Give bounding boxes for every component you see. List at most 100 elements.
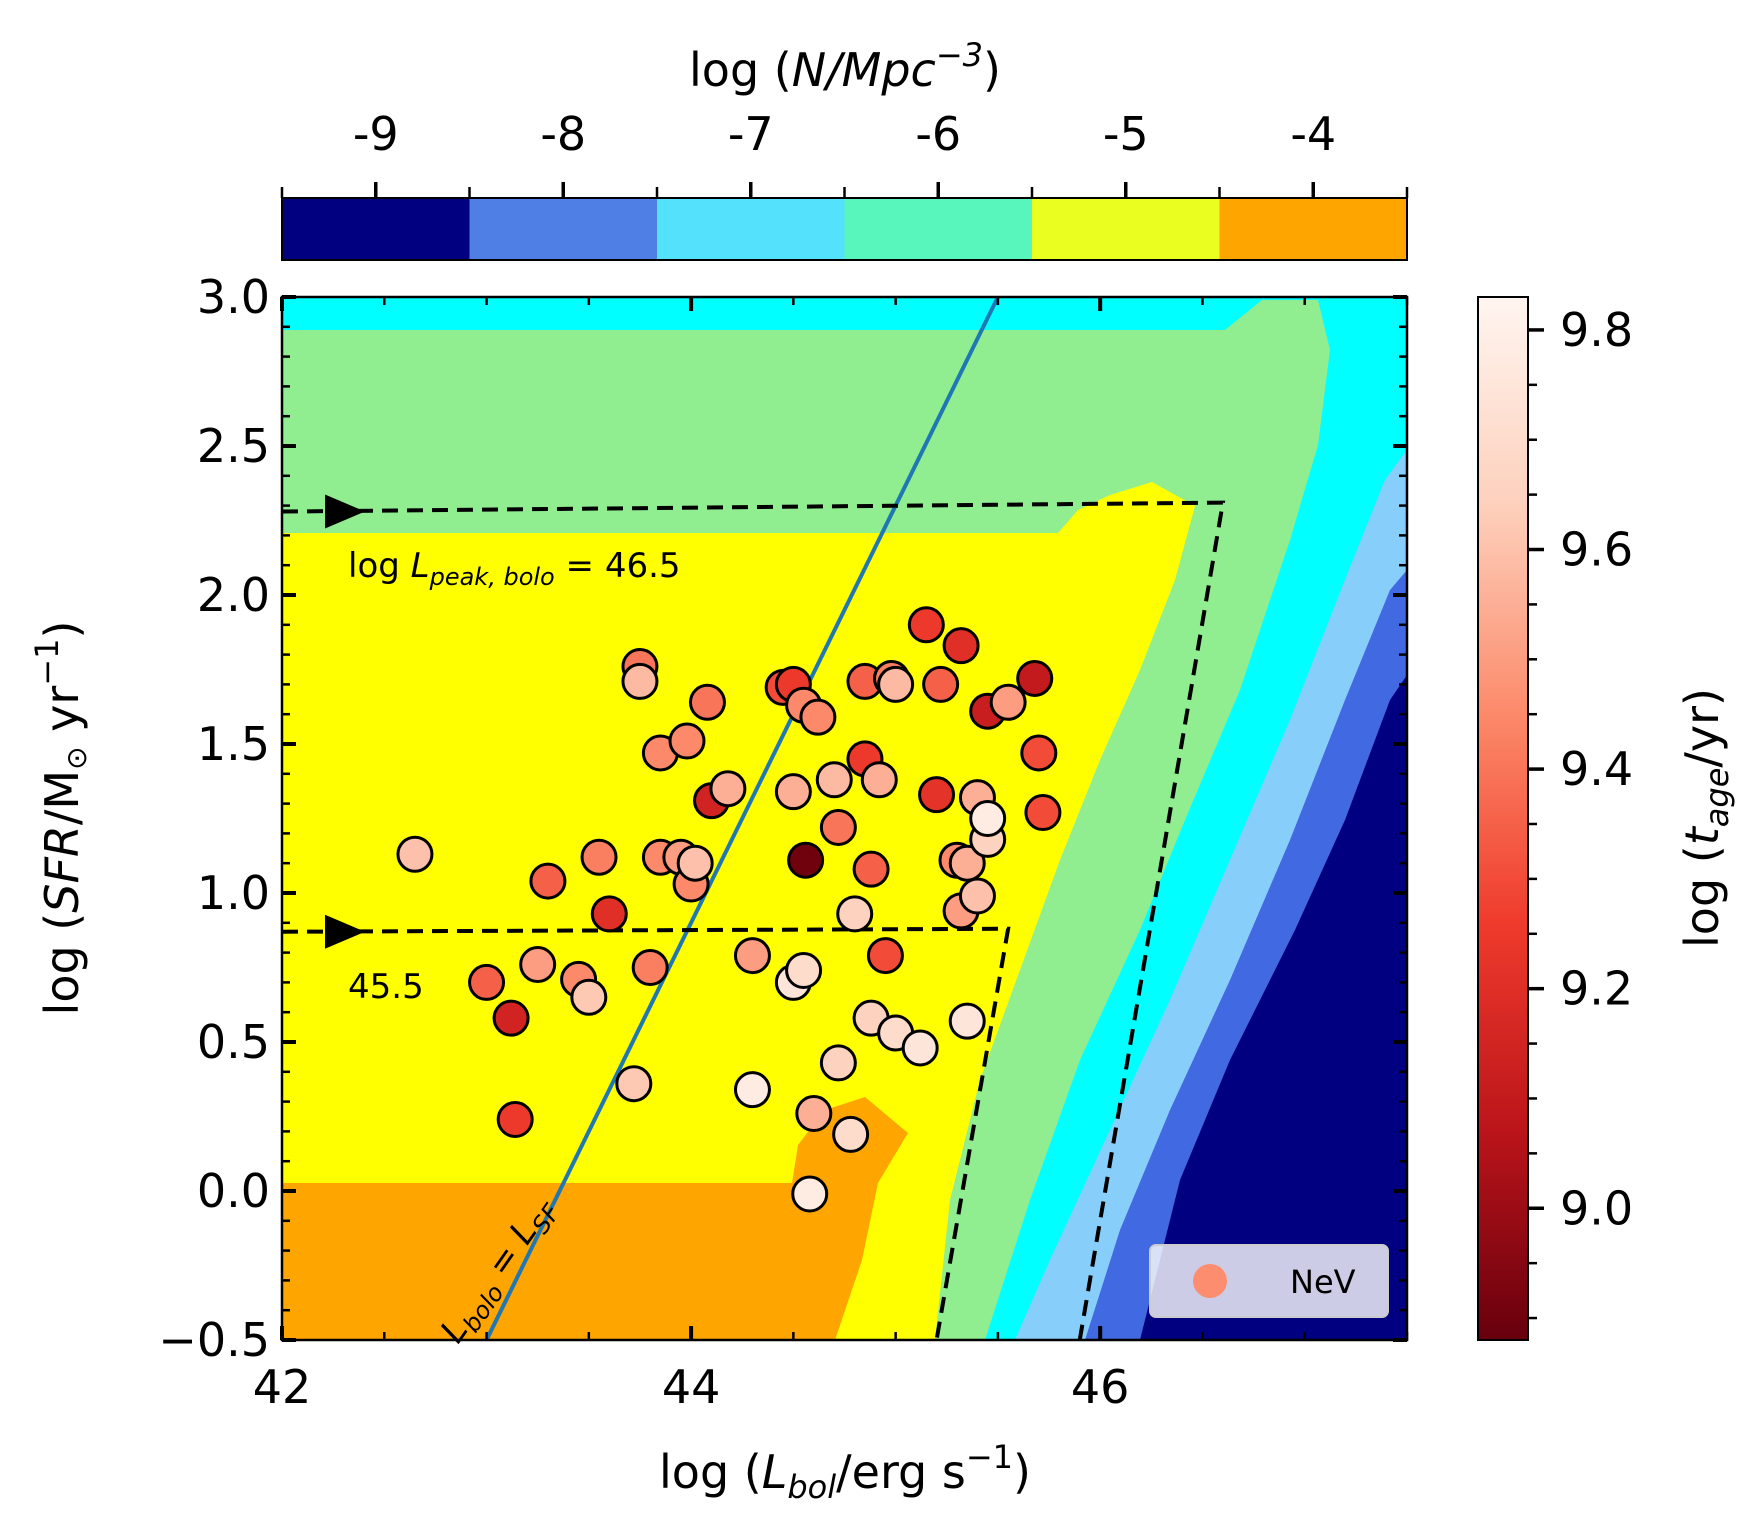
y-tick-label: 3.0 bbox=[197, 270, 270, 324]
x-axis-label: log (Lbol/erg s−1) bbox=[659, 1438, 1031, 1506]
density-colorbar-bin bbox=[1032, 198, 1220, 260]
nev-point-3 bbox=[496, 1100, 534, 1138]
x-tick-label: 42 bbox=[253, 1360, 312, 1414]
legend-box bbox=[1149, 1244, 1389, 1318]
nev-point-39 bbox=[836, 895, 874, 933]
peak-line-arrow-0 bbox=[325, 494, 365, 529]
nev-point-36 bbox=[819, 808, 857, 846]
nev-point-47 bbox=[877, 665, 915, 703]
peak-line-label-46-5: log Lpeak, bolo = 46.5 bbox=[348, 546, 681, 591]
nev-point-42 bbox=[852, 850, 890, 888]
x-tick-label: 44 bbox=[662, 1360, 721, 1414]
nev-point-50 bbox=[907, 606, 945, 644]
nev-point-22 bbox=[709, 770, 747, 808]
nev-point-57 bbox=[948, 1002, 986, 1040]
age-colorbar-tick-label: 9.6 bbox=[1560, 523, 1633, 577]
legend-label: NeV bbox=[1290, 1263, 1356, 1301]
peak-line-1 bbox=[281, 926, 1011, 1341]
density-colorbar-tick-label: -7 bbox=[728, 107, 774, 161]
nev-point-64 bbox=[1016, 659, 1054, 697]
nev-point-5 bbox=[529, 862, 567, 900]
nev-point-56 bbox=[948, 844, 986, 882]
density-colorbar-ticks: -9 -8 -7 -6 -5 -4 bbox=[280, 107, 1409, 198]
nev-point-2 bbox=[492, 999, 530, 1037]
y-tick-labels: −0.5 0.0 0.5 1.0 1.5 2.0 2.5 3.0 bbox=[158, 270, 270, 1367]
nev-point-23 bbox=[733, 937, 771, 975]
peak-line-label-45-5: 45.5 bbox=[348, 967, 424, 1007]
nev-point-31 bbox=[787, 841, 825, 879]
age-colorbar-tick-label: 9.8 bbox=[1560, 303, 1633, 357]
age-colorbar-label: log (tage/yr) bbox=[1675, 688, 1736, 948]
contour-orange bbox=[282, 1097, 908, 1340]
density-colorbar-tick-label: -8 bbox=[540, 107, 586, 161]
density-colorbar-bin bbox=[1219, 198, 1408, 260]
nev-point-0 bbox=[396, 835, 434, 873]
nev-point-17 bbox=[668, 722, 706, 760]
density-colorbar-tick-label: -6 bbox=[915, 107, 961, 161]
y-tick-label: 2.5 bbox=[197, 419, 270, 473]
y-tick-label: 0.0 bbox=[197, 1164, 270, 1218]
nev-point-38 bbox=[832, 1115, 870, 1153]
nev-point-55 bbox=[942, 627, 980, 665]
nev-point-20 bbox=[688, 683, 726, 721]
y-tick-label: 2.0 bbox=[197, 568, 270, 622]
legend: NeV bbox=[1149, 1244, 1389, 1318]
density-colorbar-bin bbox=[282, 198, 470, 260]
nev-point-12 bbox=[615, 1065, 653, 1103]
density-colorbar-tick-label: -5 bbox=[1103, 107, 1149, 161]
density-colorbar-bin bbox=[469, 198, 658, 260]
nev-point-11 bbox=[621, 662, 659, 700]
x-tick-label: 46 bbox=[1071, 1360, 1130, 1414]
nev-point-33 bbox=[795, 1095, 833, 1133]
nev-point-66 bbox=[1024, 794, 1062, 832]
nev-point-34 bbox=[799, 698, 837, 736]
axis-ticks bbox=[280, 295, 1409, 1342]
y-tick-label: 0.5 bbox=[197, 1015, 270, 1069]
peak-line-0 bbox=[281, 500, 1226, 1341]
nev-point-45 bbox=[866, 937, 904, 975]
nev-point-13 bbox=[631, 949, 669, 986]
nev-point-35 bbox=[815, 761, 853, 799]
nev-point-30 bbox=[785, 951, 823, 989]
peak-lines bbox=[281, 494, 1226, 1341]
y-tick-label: 1.5 bbox=[197, 717, 270, 771]
age-colorbar-tick-label: 9.4 bbox=[1560, 742, 1633, 796]
density-colorbar-label: log (N/Mpc−3) bbox=[689, 36, 1001, 97]
nev-point-19 bbox=[676, 844, 714, 882]
age-colorbar bbox=[1477, 296, 1529, 1341]
density-colorbar-bin bbox=[844, 198, 1033, 260]
legend-marker bbox=[1193, 1264, 1227, 1298]
lbolo-eq-lsf-line bbox=[484, 297, 1000, 1340]
peak-line-arrow-1 bbox=[325, 914, 365, 949]
nev-point-27 bbox=[774, 773, 812, 811]
nev-point-37 bbox=[819, 1044, 857, 1082]
nev-scatter-points bbox=[396, 606, 1062, 1213]
nev-point-24 bbox=[733, 1071, 771, 1109]
nev-point-1 bbox=[468, 963, 506, 1001]
nev-point-63 bbox=[989, 683, 1027, 721]
y-axis-label: log (SFR/M⊙ yr−1) bbox=[28, 621, 93, 1016]
nev-point-32 bbox=[791, 1175, 829, 1213]
nev-point-52 bbox=[922, 665, 960, 703]
nev-point-65 bbox=[1020, 734, 1058, 772]
nev-point-44 bbox=[860, 761, 898, 799]
y-tick-label: −0.5 bbox=[158, 1313, 270, 1367]
y-tick-label: 1.0 bbox=[197, 866, 270, 920]
nev-point-49 bbox=[901, 1029, 939, 1067]
density-colorbar-tick-label: -4 bbox=[1290, 107, 1336, 161]
nev-point-4 bbox=[519, 946, 557, 984]
density-colorbar-bin bbox=[657, 198, 845, 260]
nev-point-9 bbox=[590, 895, 628, 933]
density-colorbar bbox=[282, 198, 1408, 260]
age-colorbar-tick-label: 9.0 bbox=[1560, 1181, 1633, 1235]
density-colorbar-tick-label: -9 bbox=[353, 107, 399, 161]
age-colorbar-tick-label: 9.2 bbox=[1560, 962, 1633, 1016]
plot-frame bbox=[280, 295, 1409, 1342]
nev-point-59 bbox=[958, 877, 996, 915]
age-colorbar-ticks: 9.0 9.2 9.4 9.6 9.8 bbox=[1528, 303, 1633, 1320]
x-tick-labels: 42 44 46 bbox=[253, 1360, 1130, 1414]
nev-point-62 bbox=[969, 800, 1007, 837]
nev-point-8 bbox=[580, 838, 618, 876]
nev-point-51 bbox=[918, 776, 956, 814]
